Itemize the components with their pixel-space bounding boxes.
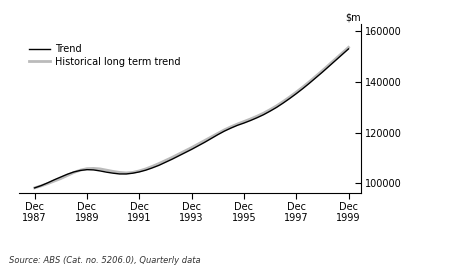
Text: Source: ABS (Cat. no. 5206.0), Quarterly data: Source: ABS (Cat. no. 5206.0), Quarterly… bbox=[9, 256, 201, 265]
Legend: Trend, Historical long term trend: Trend, Historical long term trend bbox=[27, 42, 182, 69]
Text: $m: $m bbox=[345, 12, 361, 22]
